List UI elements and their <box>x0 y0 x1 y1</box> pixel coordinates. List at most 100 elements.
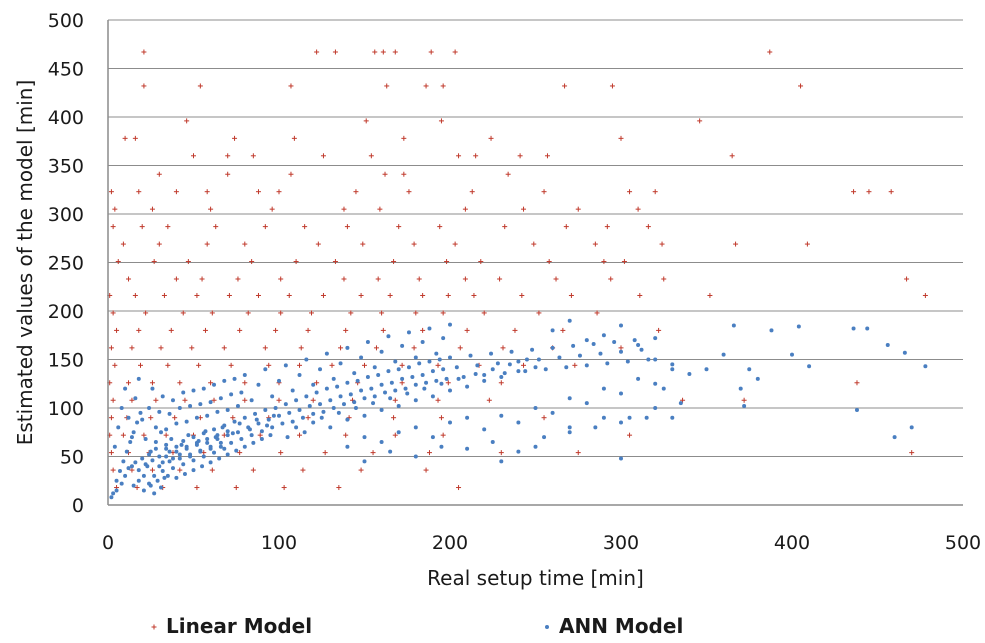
linear-model-point <box>909 450 915 456</box>
ann-model-point <box>229 440 234 445</box>
linear-model-point <box>392 49 398 55</box>
legend-label-ann-model: ANN Model <box>559 614 683 638</box>
ann-model-point <box>499 459 504 464</box>
ann-model-point <box>632 338 637 343</box>
ann-model-point <box>167 411 172 416</box>
ann-model-point <box>124 449 129 454</box>
x-tick-label-500: 500 <box>945 532 981 554</box>
ann-model-point <box>153 446 158 451</box>
linear-model-point <box>250 153 256 159</box>
ann-model-point <box>704 367 709 372</box>
ann-model-point <box>796 324 801 329</box>
linear-model-point <box>165 362 171 368</box>
linear-model-point <box>137 362 143 368</box>
y-tick-labels: 0 50 100 150 200 250 300 350 400 450 500 <box>48 10 84 517</box>
ann-model-point <box>430 435 435 440</box>
ann-model-point <box>157 454 162 459</box>
ann-model-point <box>198 448 203 453</box>
ann-model-point <box>225 452 230 457</box>
linear-model-point <box>273 327 279 333</box>
linear-model-point <box>541 189 547 195</box>
ann-model-point <box>159 485 164 490</box>
linear-model-point <box>362 362 367 368</box>
ann-model-point <box>507 362 512 367</box>
ann-model-point <box>490 367 495 372</box>
ann-model-point <box>584 338 589 343</box>
ann-model-point <box>314 390 319 395</box>
linear-model-point <box>237 450 243 456</box>
ann-model-point <box>311 420 316 425</box>
linear-model-point <box>249 259 255 265</box>
ann-model-point <box>159 430 164 435</box>
ann-model-point <box>439 444 444 449</box>
linear-model-point <box>191 153 196 159</box>
ann-model-point <box>400 376 405 381</box>
ann-model-point <box>331 406 336 410</box>
ann-model-point <box>294 425 299 430</box>
ann-model-point <box>318 367 323 372</box>
linear-model-point <box>445 380 451 386</box>
ann-model-point <box>341 402 346 407</box>
ann-model-point <box>348 392 353 397</box>
ann-model-point <box>242 415 247 420</box>
linear-model-point <box>733 241 739 247</box>
linear-model-point <box>517 153 523 159</box>
linear-model-point <box>168 327 174 333</box>
ann-model-point <box>119 406 124 410</box>
linear-model-point <box>380 327 386 333</box>
linear-model-point <box>380 49 386 55</box>
ann-model-point <box>160 469 165 474</box>
linear-model-point <box>729 153 735 159</box>
ann-model-point <box>605 361 610 366</box>
ann-model-point <box>383 390 388 395</box>
linear-model-point <box>148 415 154 421</box>
ann-model-point <box>413 382 418 387</box>
ann-model-point <box>135 420 140 425</box>
ann-model-point <box>232 376 237 381</box>
linear-model-point <box>375 276 381 282</box>
linear-model-point <box>115 259 121 265</box>
linear-model-point <box>163 432 169 438</box>
ann-model-point <box>406 365 411 370</box>
ann-model-point <box>670 367 675 372</box>
ann-model-point <box>217 456 222 461</box>
linear-model-point <box>464 327 470 333</box>
ann-model-point <box>376 373 381 378</box>
linear-model-point <box>120 241 126 247</box>
linear-model-point <box>298 345 304 351</box>
linear-model-point <box>233 485 239 491</box>
linear-model-point <box>372 49 378 55</box>
linear-model-point <box>338 345 344 351</box>
y-tick-label-50: 50 <box>60 447 84 469</box>
ann-model-point <box>533 406 538 410</box>
ann-model-point <box>235 430 240 435</box>
linear-model-point <box>438 415 444 421</box>
linear-model-point <box>428 49 434 55</box>
linear-model-point <box>384 83 390 89</box>
linear-model-point <box>108 415 114 421</box>
ann-model-point <box>153 439 158 444</box>
ann-model-point <box>182 471 187 476</box>
linear-model-point <box>401 135 407 141</box>
linear-model-point <box>462 276 468 282</box>
ann-model-point <box>434 351 439 356</box>
legend: Linear Model ANN Model <box>151 614 683 638</box>
ann-model-point <box>475 363 480 368</box>
ann-model-point <box>567 430 572 435</box>
ann-model-point <box>126 415 131 420</box>
ann-model-point <box>482 378 487 383</box>
ann-model-point <box>721 352 726 357</box>
linear-model-point <box>426 450 432 456</box>
linear-model-point <box>225 171 231 177</box>
ann-model-point <box>174 475 179 480</box>
ann-model-point <box>174 449 179 454</box>
linear-model-point <box>656 327 662 333</box>
ann-model-point <box>177 406 182 410</box>
linear-model-point <box>153 397 159 403</box>
ann-model-point <box>153 425 158 430</box>
ann-model-point <box>114 488 119 493</box>
linear-model-point <box>363 118 369 124</box>
ann-model-point <box>441 367 446 372</box>
ann-model-point <box>198 402 203 407</box>
ann-model-point <box>345 444 350 449</box>
